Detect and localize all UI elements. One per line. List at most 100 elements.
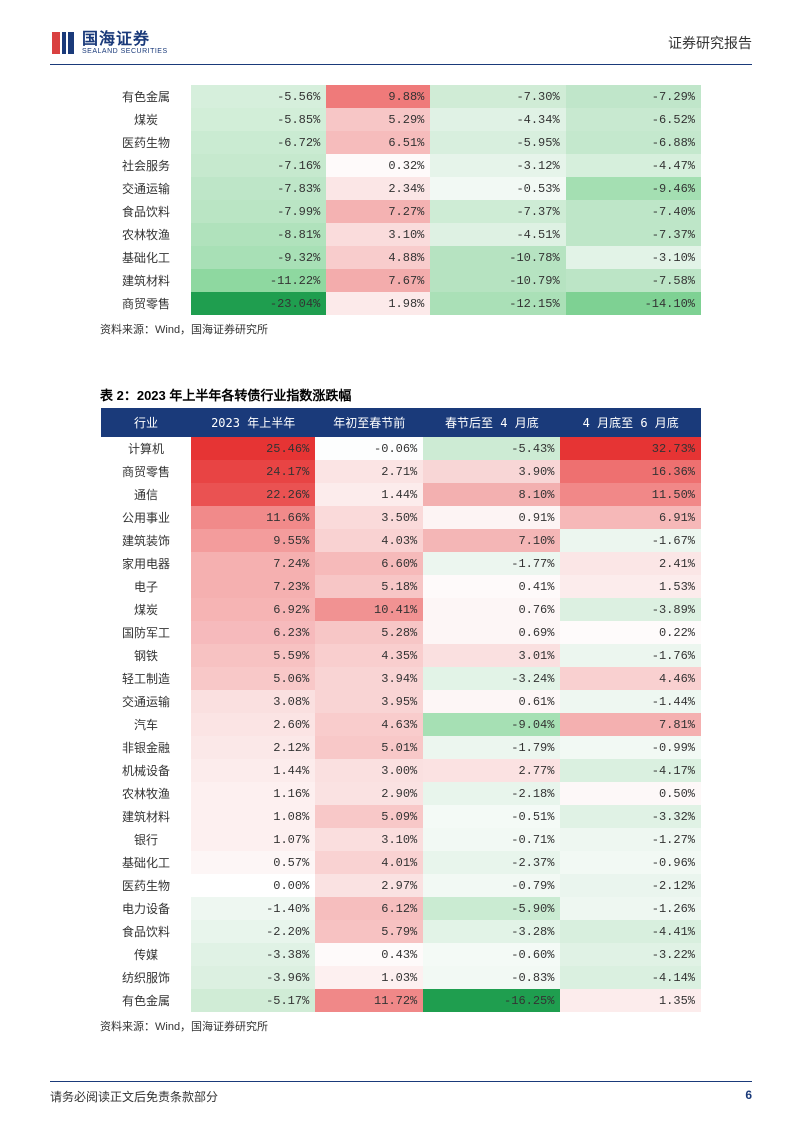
table-row: 家用电器7.24%6.60%-1.77%2.41% [101, 552, 701, 575]
data-cell: 2.97% [315, 874, 423, 897]
table-row: 商贸零售-23.04%1.98%-12.15%-14.10% [101, 292, 701, 315]
data-cell: 3.94% [315, 667, 423, 690]
data-cell: -7.37% [430, 200, 565, 223]
data-cell: -3.22% [560, 943, 701, 966]
data-cell: 3.10% [326, 223, 430, 246]
table-row: 医药生物-6.72%6.51%-5.95%-6.88% [101, 131, 701, 154]
data-cell: -3.38% [191, 943, 315, 966]
table-row: 煤炭-5.85%5.29%-4.34%-6.52% [101, 108, 701, 131]
data-cell: 3.08% [191, 690, 315, 713]
data-cell: 0.41% [423, 575, 560, 598]
row-label: 农林牧渔 [101, 782, 191, 805]
header-title: 证券研究报告 [668, 33, 752, 53]
data-cell: 5.28% [315, 621, 423, 644]
data-cell: 2.12% [191, 736, 315, 759]
table-row: 非银金融2.12%5.01%-1.79%-0.99% [101, 736, 701, 759]
data-cell: 7.67% [326, 269, 430, 292]
row-label: 轻工制造 [101, 667, 191, 690]
data-cell: -4.34% [430, 108, 565, 131]
row-label: 计算机 [101, 437, 191, 460]
data-cell: 0.32% [326, 154, 430, 177]
data-cell: -8.81% [191, 223, 326, 246]
data-cell: 22.26% [191, 483, 315, 506]
data-cell: 7.10% [423, 529, 560, 552]
data-cell: -1.67% [560, 529, 701, 552]
data-cell: 9.55% [191, 529, 315, 552]
data-cell: 5.01% [315, 736, 423, 759]
data-cell: 0.57% [191, 851, 315, 874]
data-cell: -5.17% [191, 989, 315, 1012]
row-label: 银行 [101, 828, 191, 851]
row-label: 医药生物 [101, 131, 191, 154]
data-cell: -10.79% [430, 269, 565, 292]
row-label: 基础化工 [101, 851, 191, 874]
data-cell: 2.34% [326, 177, 430, 200]
data-cell: 25.46% [191, 437, 315, 460]
data-cell: 2.77% [423, 759, 560, 782]
data-cell: 4.46% [560, 667, 701, 690]
column-header: 春节后至 4 月底 [423, 408, 560, 437]
data-cell: -4.17% [560, 759, 701, 782]
data-cell: -2.20% [191, 920, 315, 943]
logo-en: SEALAND SECURITIES [82, 48, 168, 55]
data-cell: -1.40% [191, 897, 315, 920]
data-cell: -6.88% [566, 131, 701, 154]
row-label: 非银金融 [101, 736, 191, 759]
data-cell: -5.43% [423, 437, 560, 460]
table-row: 医药生物0.00%2.97%-0.79%-2.12% [101, 874, 701, 897]
data-cell: 11.66% [191, 506, 315, 529]
table-2: 行业2023 年上半年年初至春节前春节后至 4 月底4 月底至 6 月底 计算机… [101, 408, 701, 1012]
data-cell: 3.50% [315, 506, 423, 529]
data-cell: 0.76% [423, 598, 560, 621]
data-cell: -4.14% [560, 966, 701, 989]
data-cell: 5.79% [315, 920, 423, 943]
data-cell: 2.41% [560, 552, 701, 575]
data-cell: 9.88% [326, 85, 430, 108]
data-cell: -4.51% [430, 223, 565, 246]
data-cell: 6.51% [326, 131, 430, 154]
data-cell: 4.35% [315, 644, 423, 667]
row-label: 社会服务 [101, 154, 191, 177]
data-cell: 0.50% [560, 782, 701, 805]
data-cell: -16.25% [423, 989, 560, 1012]
row-label: 钢铁 [101, 644, 191, 667]
data-cell: 7.23% [191, 575, 315, 598]
data-cell: -14.10% [566, 292, 701, 315]
row-label: 国防军工 [101, 621, 191, 644]
data-cell: -1.27% [560, 828, 701, 851]
data-cell: -12.15% [430, 292, 565, 315]
data-cell: -0.96% [560, 851, 701, 874]
data-cell: 7.81% [560, 713, 701, 736]
data-cell: 2.90% [315, 782, 423, 805]
row-label: 电子 [101, 575, 191, 598]
data-cell: 3.01% [423, 644, 560, 667]
table-row: 建筑材料-11.22%7.67%-10.79%-7.58% [101, 269, 701, 292]
data-cell: -1.77% [423, 552, 560, 575]
table-2-source: 资料来源：Wind，国海证券研究所 [50, 1018, 752, 1034]
data-cell: 11.50% [560, 483, 701, 506]
data-cell: 4.63% [315, 713, 423, 736]
data-cell: -7.99% [191, 200, 326, 223]
column-header: 4 月底至 6 月底 [560, 408, 701, 437]
row-label: 食品饮料 [101, 200, 191, 223]
data-cell: -9.46% [566, 177, 701, 200]
data-cell: 3.10% [315, 828, 423, 851]
data-cell: 10.41% [315, 598, 423, 621]
data-cell: 0.69% [423, 621, 560, 644]
row-label: 基础化工 [101, 246, 191, 269]
data-cell: 5.09% [315, 805, 423, 828]
data-cell: 7.27% [326, 200, 430, 223]
table-row: 交通运输-7.83%2.34%-0.53%-9.46% [101, 177, 701, 200]
footer-page-number: 6 [745, 1088, 752, 1105]
data-cell: 0.61% [423, 690, 560, 713]
data-cell: 6.92% [191, 598, 315, 621]
data-cell: -7.16% [191, 154, 326, 177]
table-row: 传媒-3.38%0.43%-0.60%-3.22% [101, 943, 701, 966]
data-cell: 3.90% [423, 460, 560, 483]
row-label: 商贸零售 [101, 460, 191, 483]
table-row: 基础化工0.57%4.01%-2.37%-0.96% [101, 851, 701, 874]
data-cell: 3.00% [315, 759, 423, 782]
table-row: 食品饮料-7.99%7.27%-7.37%-7.40% [101, 200, 701, 223]
data-cell: 1.53% [560, 575, 701, 598]
row-label: 食品饮料 [101, 920, 191, 943]
